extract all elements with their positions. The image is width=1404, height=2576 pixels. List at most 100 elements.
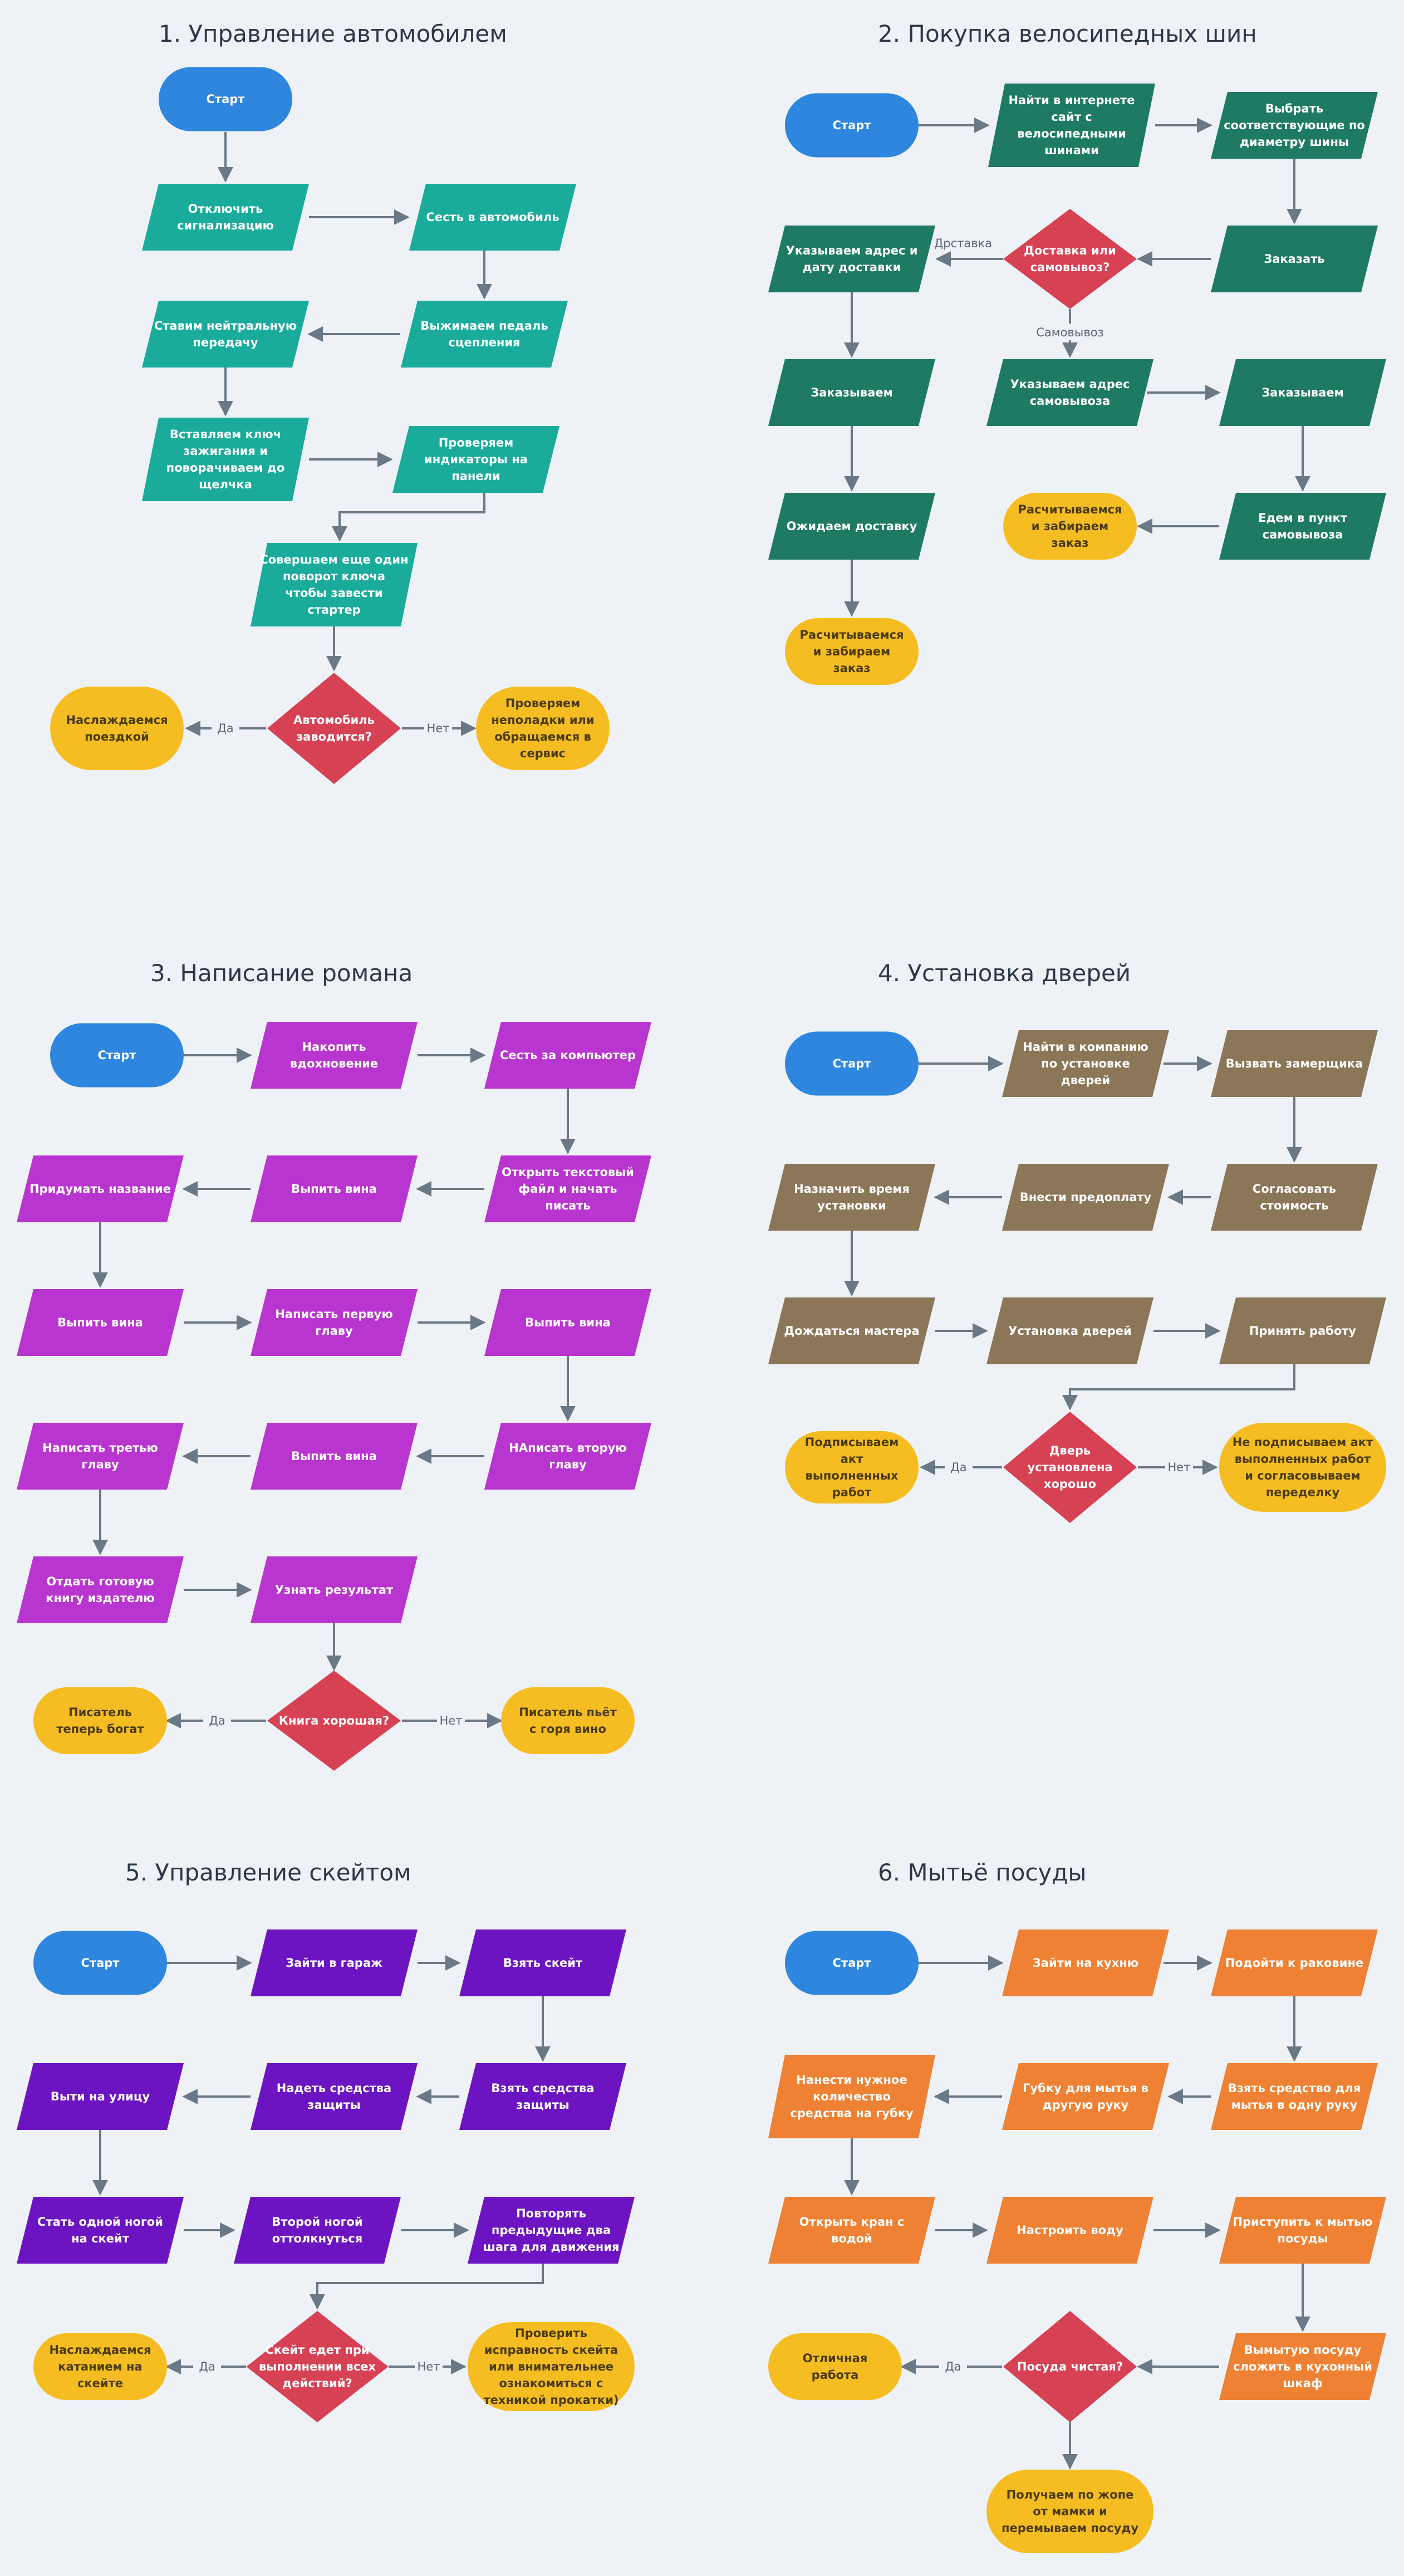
node-label: Заказать (1264, 252, 1324, 266)
parallelogram-shape (1211, 2063, 1378, 2130)
process-node: Придумать название (17, 1155, 184, 1222)
edge-label: Да (199, 2360, 215, 2373)
node-label: Книга хорошая? (279, 1714, 389, 1727)
parallelogram-shape (484, 1022, 651, 1089)
node-label: Стать одной ногой на скейт (37, 2215, 163, 2245)
start-node: Старт (785, 1031, 919, 1096)
node-label: Доставка или самовывоз? (1024, 244, 1116, 274)
parallelogram-shape (251, 1929, 418, 1996)
decision-node: Доставка или самовывоз? (1003, 209, 1137, 309)
process-node: Выжимаем педаль сцепления (401, 301, 568, 368)
node-label: Выпить вина (57, 1316, 143, 1329)
process-node: Приступить к мытью посуды (1219, 2197, 1386, 2264)
node-label: Накопить вдохновение (290, 1040, 378, 1070)
node-label: Написать первую главу (275, 1307, 393, 1338)
term-shape (768, 2333, 902, 2400)
diagram-title: 2. Покупка велосипедных шин (878, 20, 1257, 47)
process-node: Открыть кран с водой (768, 2197, 935, 2264)
node-label: Вымытую посуду сложить в кухонный шкаф (1233, 2343, 1372, 2390)
process-node: Написать третью главу (17, 1423, 184, 1490)
flow-arrow (332, 493, 485, 542)
parallelogram-shape (459, 2063, 626, 2130)
process-node: Выбрать соответствующие по диаметру шины (1211, 92, 1378, 159)
edge-label-bg (424, 719, 452, 736)
node-label: Старт (833, 119, 872, 132)
parallelogram-shape (1002, 1164, 1169, 1231)
decision-node: Посуда чистая? (1003, 2311, 1137, 2422)
edge-label: Нет (440, 1714, 463, 1727)
parallelogram-shape (768, 226, 935, 292)
diagram-title: 5. Управление скейтом (125, 1859, 411, 1886)
node-label: Открыть текстовый файл и начать писать (502, 1165, 634, 1212)
terminal-node: Писатель пьёт с горя вино (501, 1687, 635, 1754)
start-shape (33, 1931, 167, 1995)
process-node: Едем в пункт самовывоза (1219, 493, 1386, 560)
process-node: Стать одной ногой на скейт (17, 2197, 184, 2264)
process-node: Сесть в автомобиль (409, 184, 576, 251)
node-label: Зайти на кухню (1033, 1956, 1138, 1970)
node-label: НАписать вторую главу (509, 1441, 626, 1471)
diamond-shape (267, 673, 401, 784)
node-label: Автомобиль заводится? (293, 713, 375, 743)
edge-label-bg (939, 2358, 967, 2374)
node-label: Взять средство для мытья в одну руку (1228, 2082, 1361, 2112)
node-label: Выти на улицу (51, 2090, 150, 2103)
terminal-node: Наслаждаемся катанием на скейте (33, 2333, 167, 2400)
node-label: Получаем по жопе от мамки и перемываем пос… (1002, 2488, 1138, 2535)
node-label: Расчитываемся и забираем заказ (799, 628, 904, 675)
parallelogram-shape (1002, 1929, 1169, 1996)
process-node: Внести предоплату (1002, 1164, 1169, 1231)
process-node: Второй ногой оттолкнуться (234, 2197, 401, 2264)
edge-label-bg (945, 1458, 973, 1475)
node-label: Наслаждаемся катанием на скейте (49, 2343, 151, 2390)
edge-label: Нет (1168, 1461, 1191, 1474)
node-label: Дождаться мастера (784, 1324, 919, 1338)
node-label: Ожидаем доставку (787, 520, 917, 533)
parallelogram-shape (986, 359, 1153, 426)
node-label: Наслаждаемся поездкой (66, 713, 168, 743)
parallelogram-shape (17, 1289, 184, 1356)
node-label: Установка дверей (1008, 1324, 1131, 1338)
parallelogram-shape (768, 1297, 935, 1364)
term-shape (1219, 1423, 1386, 1512)
node-label: Ставим нейтральную передачу (154, 319, 297, 349)
node-label: Узнать результат (275, 1583, 394, 1596)
process-node: Выти на улицу (17, 2063, 184, 2130)
node-label: Проверяем неполадки или обращаемся в сервис (491, 697, 594, 760)
node-label: Назначить время установки (794, 1182, 910, 1212)
parallelogram-shape (1002, 2063, 1169, 2130)
parallelogram-shape (251, 1556, 418, 1623)
parallelogram-shape (468, 2197, 635, 2264)
terminal-node: Проверить исправность скейта или вниматель… (468, 2322, 635, 2411)
process-node: Нанести нужное количество средства на губк… (768, 2055, 935, 2138)
parallelogram-shape (1219, 359, 1386, 426)
process-node: Вымытую посуду сложить в кухонный шкаф (1219, 2333, 1386, 2400)
term-shape (986, 2470, 1153, 2553)
term-shape (468, 2322, 635, 2411)
parallelogram-shape (17, 1556, 184, 1623)
node-label: Повторять предыдущие два шага для движения (483, 2207, 620, 2254)
node-label: Выпить вина (291, 1182, 377, 1196)
parallelogram-shape (768, 493, 935, 560)
process-node: Заказываем (1219, 359, 1386, 426)
node-label: Найти в интернете сайт с велосипедными шина… (1008, 94, 1135, 157)
parallelogram-shape (768, 2197, 935, 2264)
node-label: Губку для мытья в другую руку (1023, 2082, 1148, 2112)
node-label: Надеть средства защиты (277, 2082, 391, 2112)
term-shape (476, 687, 610, 770)
start-node: Старт (785, 93, 919, 158)
parallelogram-shape (409, 184, 576, 251)
terminal-node: Отличная работа (768, 2333, 902, 2400)
process-node: Ставим нейтральную передачу (142, 301, 309, 368)
start-shape (785, 93, 919, 158)
parallelogram-shape (17, 1423, 184, 1490)
node-label: Сесть в автомобиль (426, 210, 559, 224)
node-label: Вызвать замерщика (1226, 1057, 1363, 1070)
process-node: Отключить сигнализацию (142, 184, 309, 251)
start-node: Старт (785, 1931, 919, 1995)
parallelogram-shape (142, 301, 309, 368)
process-node: Зайти на кухню (1002, 1929, 1169, 1996)
process-node: Взять скейт (459, 1929, 626, 1996)
parallelogram-shape (986, 2197, 1153, 2264)
process-node: Отдать готовую книгу издателю (17, 1556, 184, 1623)
